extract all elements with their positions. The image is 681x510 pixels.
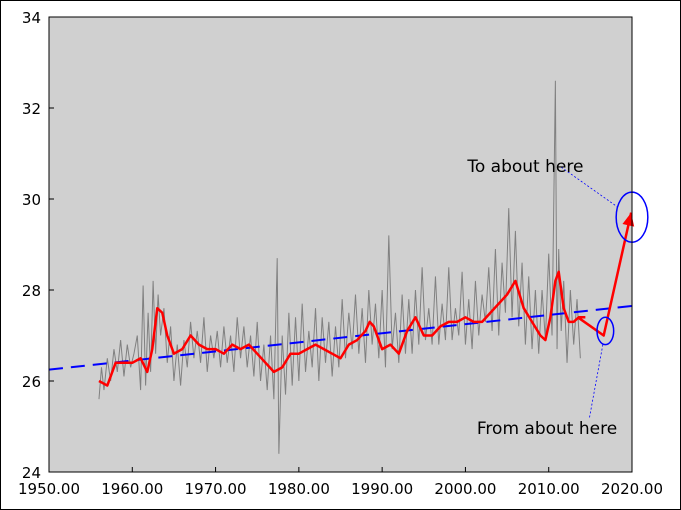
annotation-label-1: From about here <box>477 419 617 439</box>
annotation-leader-1 <box>589 343 604 418</box>
x-tick-label: 2010.00 <box>518 480 580 498</box>
y-tick-label: 32 <box>22 100 41 118</box>
y-tick-label: 30 <box>22 191 41 209</box>
plot-border <box>48 16 633 473</box>
trend-line <box>48 304 633 371</box>
y-tick-label: 28 <box>22 282 41 300</box>
annotation-leader-2 <box>560 166 618 208</box>
y-tick-label: 26 <box>22 373 41 391</box>
y-tick-label: 24 <box>22 464 41 482</box>
raw-series-line <box>98 80 581 454</box>
x-tick-label: 1950.00 <box>18 480 80 498</box>
annotation-ellipse-1 <box>596 316 615 346</box>
annotation-arrowhead <box>622 212 635 227</box>
x-tick-label: 1970.00 <box>185 480 247 498</box>
y-tick-label: 34 <box>22 9 41 27</box>
plot-area <box>49 17 632 472</box>
annotation-label-2: To about here <box>466 157 583 177</box>
x-tick-label: 1990.00 <box>351 480 413 498</box>
x-tick-label: 2000.00 <box>434 480 496 498</box>
x-tick-label: 1980.00 <box>268 480 330 498</box>
smoothed-series-line <box>98 270 586 387</box>
annotation-arrow-line <box>577 212 633 337</box>
x-tick-label: 1960.00 <box>101 480 163 498</box>
x-tick-label: 2020.00 <box>601 480 663 498</box>
